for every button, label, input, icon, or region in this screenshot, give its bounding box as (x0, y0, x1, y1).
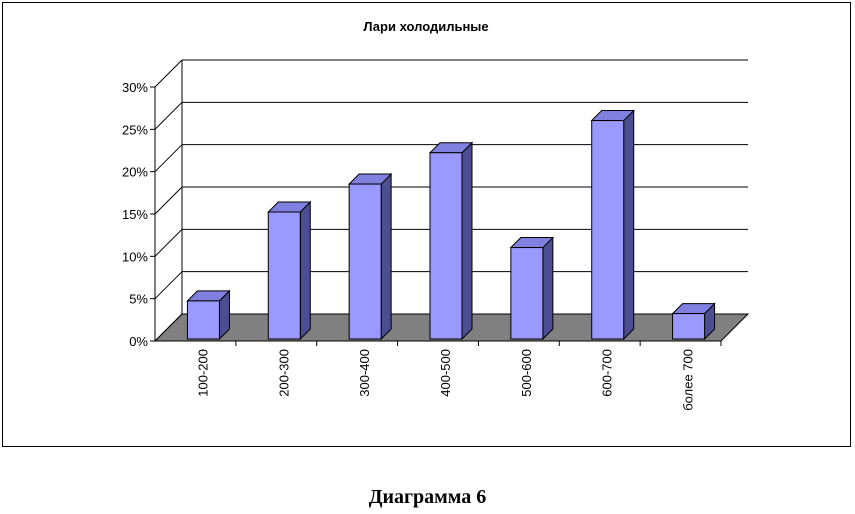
y-tick-label: 0% (129, 334, 148, 349)
bar (186, 289, 231, 341)
chart-title: Лари холодильные (363, 19, 488, 34)
bar (590, 109, 635, 341)
bars-layer (186, 109, 716, 341)
x-tick-label: 600-700 (600, 349, 615, 397)
y-tick-label: 10% (122, 249, 148, 264)
x-tick-label: 200-300 (276, 349, 291, 397)
figure-caption: Диаграмма 6 (368, 486, 487, 508)
x-tick-label: 100-200 (195, 349, 210, 397)
bar-front (267, 211, 301, 340)
bar (347, 172, 393, 341)
wall-gridline (154, 313, 183, 342)
wall-gridline (154, 228, 183, 257)
bar-side (461, 141, 473, 341)
y-tick-labels: 0% 5% 10% 15% 20% 25% 30% (122, 80, 148, 349)
bar (509, 236, 555, 341)
bar (428, 141, 474, 341)
x-tick-label: 300-400 (357, 349, 372, 397)
bar-front (591, 120, 625, 340)
bar-front (348, 183, 382, 340)
x-tick-labels: 100-200 200-300 300-400 400-500 500-600 600-7… (195, 349, 695, 411)
bar-side (623, 109, 635, 341)
bar-side (542, 236, 554, 341)
x-tick-label: 400-500 (438, 349, 453, 397)
wall-gridline (154, 59, 183, 88)
bar-side (380, 172, 392, 341)
bar (267, 200, 312, 341)
wall-gridline (154, 101, 183, 130)
y-tick-label: 20% (122, 165, 148, 180)
bar-front (672, 313, 706, 340)
bar-front (510, 247, 544, 340)
x-tick-label: 500-600 (519, 349, 534, 397)
wall-gridline (154, 144, 183, 173)
y-tick-label: 5% (129, 292, 148, 307)
chart-frame (2, 2, 851, 447)
y-tick-label: 15% (122, 207, 148, 222)
x-tick-label: более 700 (681, 349, 696, 411)
y-tick-label: 25% (122, 122, 148, 137)
wall-gridline (154, 271, 183, 300)
bar-front (186, 300, 220, 340)
bar-side (299, 200, 311, 341)
y-tick-label: 30% (122, 80, 148, 95)
bar (671, 302, 716, 341)
wall-gridline (154, 186, 183, 215)
bar-front (429, 152, 463, 340)
